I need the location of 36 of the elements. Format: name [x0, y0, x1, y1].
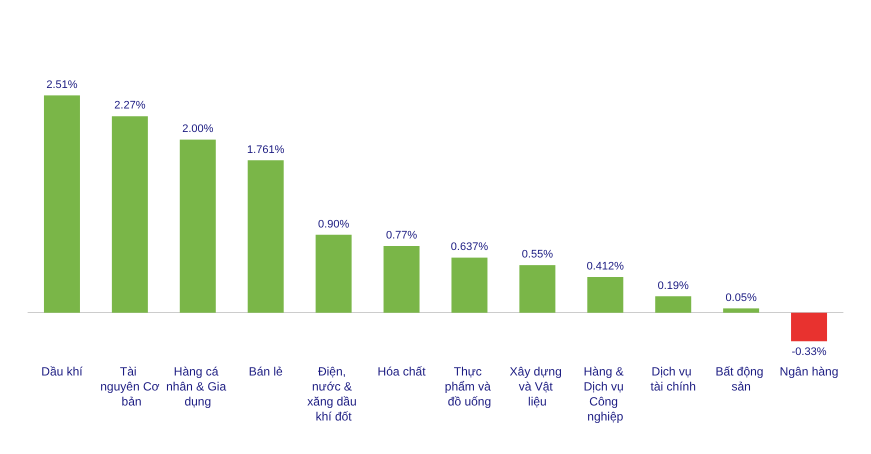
- bar: [248, 160, 284, 313]
- data-label: 0.90%: [318, 218, 350, 230]
- data-label: 1.761%: [247, 144, 285, 156]
- x-tick-label: Hóa chất: [378, 364, 426, 378]
- bar: [587, 277, 624, 313]
- data-label: 0.05%: [726, 292, 757, 304]
- x-tick-label: Bán lẻ: [248, 364, 284, 378]
- data-label: 2.51%: [46, 78, 78, 91]
- x-tick-label: Dịch vụ tài chính: [650, 364, 696, 394]
- bar: [384, 246, 420, 313]
- x-tick-label: Bất động sản: [715, 364, 767, 394]
- x-tick-label: Điện, nước & xăng dầu khí đốt: [307, 364, 360, 424]
- bar: [451, 258, 488, 313]
- x-tick-label: Dầu khí: [41, 364, 84, 378]
- bar: [655, 296, 692, 313]
- x-tick-label: Xây dựng và Vật liệu: [510, 364, 566, 408]
- x-tick-label: Thực phẩm và đồ uống: [444, 364, 494, 408]
- bar: [180, 140, 216, 313]
- data-label: 2.27%: [114, 100, 146, 112]
- x-tick-label: Ngân hàng: [780, 364, 838, 378]
- data-label: 2.00%: [182, 123, 214, 136]
- x-tick-label: Hàng cá nhân & Gia dụng: [166, 364, 230, 408]
- bar: [791, 312, 828, 342]
- data-label: -0.33%: [792, 346, 827, 358]
- data-label: 0.637%: [450, 241, 488, 254]
- bar: [519, 265, 556, 313]
- data-label: 0.55%: [522, 248, 554, 261]
- data-label: 0.77%: [386, 230, 418, 242]
- x-tick-label: Hàng & Dịch vụ Công nghiệp: [584, 364, 627, 424]
- bar: [723, 308, 760, 313]
- x-tick-label: Tài nguyên Cơ bản: [100, 364, 160, 408]
- bar: [112, 116, 148, 313]
- data-label: 0.19%: [658, 280, 690, 292]
- bar: [44, 95, 80, 313]
- data-label: 0.412%: [586, 260, 624, 273]
- bar: [316, 234, 352, 313]
